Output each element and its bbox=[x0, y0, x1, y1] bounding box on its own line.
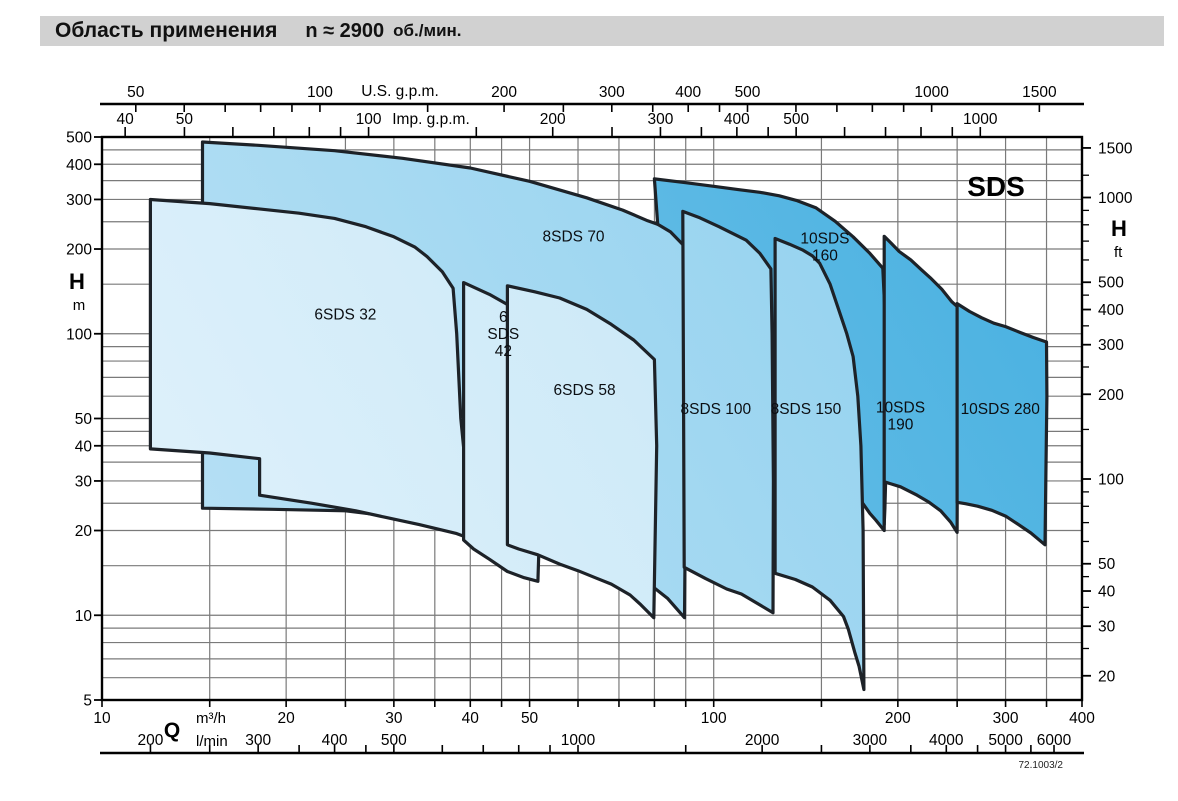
h-m-tick-label: 50 bbox=[75, 411, 93, 428]
region-8sds-150 bbox=[773, 236, 866, 692]
title-bar: Область применения n ≈ 2900 об./мин. bbox=[40, 16, 1164, 46]
lmin-tick-label: 2000 bbox=[745, 732, 780, 749]
region-label-10sds-160: 10SDS 160 bbox=[800, 231, 849, 265]
q-m3h-tick-label: 400 bbox=[1069, 710, 1095, 727]
q-m3h-tick-label: 20 bbox=[278, 710, 296, 727]
h-m-tick-label: 100 bbox=[66, 326, 92, 343]
q-m3h-unit-label: m³/h bbox=[196, 710, 226, 727]
h-m-tick-label: 300 bbox=[66, 192, 92, 209]
footer-code: 72.1003/2 bbox=[1019, 760, 1064, 771]
h-ft-tick-label: 300 bbox=[1098, 337, 1124, 354]
region-6sds-58 bbox=[505, 284, 659, 620]
h-ft-tick-label: 30 bbox=[1098, 619, 1116, 636]
page-title: Область применения bbox=[55, 19, 278, 42]
us-gpm-tick-label: 100 bbox=[307, 84, 333, 101]
region-10sds-280 bbox=[955, 302, 1049, 547]
us-gpm-unit-label: U.S. g.p.m. bbox=[361, 83, 439, 100]
lmin-tick-label: 500 bbox=[381, 732, 407, 749]
h-ft-tick-label: 400 bbox=[1098, 302, 1124, 319]
region-10sds-190 bbox=[882, 234, 960, 534]
us-gpm-tick-label: 1500 bbox=[1022, 84, 1057, 101]
us-gpm-tick-label: 500 bbox=[735, 84, 761, 101]
region-label-8sds-100: 8SDS 100 bbox=[680, 401, 751, 418]
lmin-tick-label: 6000 bbox=[1037, 732, 1072, 749]
lmin-tick-label: 400 bbox=[322, 732, 348, 749]
series-mark: SDS bbox=[967, 171, 1025, 202]
us-gpm-tick-label: 1000 bbox=[914, 84, 949, 101]
region-8sds-100 bbox=[681, 209, 775, 615]
h-ft-tick-label: 200 bbox=[1098, 387, 1124, 404]
imp-gpm-tick-label: 1000 bbox=[963, 111, 998, 128]
h-ft-tick-label: 50 bbox=[1098, 556, 1116, 573]
h-m-tick-label: 20 bbox=[75, 523, 93, 540]
q-m3h-tick-label: 50 bbox=[521, 710, 539, 727]
region-label-10sds-280: 10SDS 280 bbox=[961, 401, 1041, 418]
q-axis-title: Q bbox=[164, 719, 180, 742]
imp-gpm-tick-label: 40 bbox=[117, 111, 135, 128]
imp-gpm-tick-label: 50 bbox=[176, 111, 194, 128]
region-label-10sds-190: 10SDS 190 bbox=[876, 400, 925, 434]
region-label-6sds-32: 6SDS 32 bbox=[314, 307, 376, 324]
imp-gpm-tick-label: 200 bbox=[540, 111, 566, 128]
h-m-tick-label: 200 bbox=[66, 242, 92, 259]
lmin-tick-label: 5000 bbox=[988, 732, 1023, 749]
h-m-tick-label: 500 bbox=[66, 130, 92, 147]
h-ft-tick-label: 40 bbox=[1098, 584, 1116, 601]
q-m3h-tick-label: 200 bbox=[885, 710, 911, 727]
h-m-tick-label: 30 bbox=[75, 473, 93, 490]
us-gpm-tick-label: 50 bbox=[127, 84, 145, 101]
q-m3h-tick-label: 30 bbox=[385, 710, 403, 727]
lmin-tick-label: 4000 bbox=[929, 732, 964, 749]
h-ft-tick-label: 20 bbox=[1098, 668, 1116, 685]
us-gpm-tick-label: 300 bbox=[599, 84, 625, 101]
imp-gpm-tick-label: 100 bbox=[356, 111, 382, 128]
speed-value: n ≈ 2900 bbox=[305, 19, 385, 42]
lmin-tick-label: 200 bbox=[137, 732, 163, 749]
q-lmin-unit-label: l/min bbox=[196, 733, 228, 750]
us-gpm-tick-label: 400 bbox=[675, 84, 701, 101]
imp-gpm-tick-label: 300 bbox=[648, 111, 674, 128]
h-m-tick-label: 5 bbox=[83, 693, 92, 710]
speed-units: об./мин. bbox=[393, 21, 462, 40]
q-m3h-tick-label: 10 bbox=[93, 710, 111, 727]
h-m-axis-title: H bbox=[69, 269, 85, 294]
lmin-tick-label: 1000 bbox=[561, 732, 596, 749]
imp-gpm-tick-label: 400 bbox=[724, 111, 750, 128]
q-m3h-tick-label: 100 bbox=[701, 710, 727, 727]
region-label-8sds-70: 8SDS 70 bbox=[543, 228, 605, 245]
h-ft-tick-label: 1500 bbox=[1098, 140, 1133, 157]
h-m-tick-label: 400 bbox=[66, 157, 92, 174]
h-m-tick-label: 10 bbox=[75, 608, 93, 625]
h-ft-axis-title: H bbox=[1111, 216, 1127, 241]
region-6sds-32 bbox=[148, 197, 485, 545]
imp-gpm-unit-label: Imp. g.p.m. bbox=[392, 111, 470, 128]
h-ft-tick-label: 1000 bbox=[1098, 190, 1133, 207]
q-m3h-tick-label: 40 bbox=[462, 710, 480, 727]
h-m-axis-unit: m bbox=[73, 297, 86, 314]
application-range-chart: 8SDS 70 6SDS 32 6 SDS 42 6SDS 58 10SDS 160 8SDS … bbox=[66, 83, 1133, 771]
h-ft-tick-label: 500 bbox=[1098, 275, 1124, 292]
lmin-tick-label: 300 bbox=[245, 732, 271, 749]
chart-container: 8SDS 70 6SDS 32 6 SDS 42 6SDS 58 10SDS 160 8SDS … bbox=[0, 46, 1178, 796]
lmin-tick-label: 3000 bbox=[853, 732, 888, 749]
region-label-6sds-58: 6SDS 58 bbox=[554, 382, 616, 399]
region-label-6sds-42: 6 SDS 42 bbox=[487, 309, 519, 360]
h-m-tick-label: 40 bbox=[75, 438, 93, 455]
h-ft-tick-label: 100 bbox=[1098, 472, 1124, 489]
h-ft-axis-unit: ft bbox=[1114, 244, 1123, 261]
imp-gpm-tick-label: 500 bbox=[783, 111, 809, 128]
q-m3h-tick-label: 300 bbox=[993, 710, 1019, 727]
us-gpm-tick-label: 200 bbox=[491, 84, 517, 101]
region-label-8sds-150: 8SDS 150 bbox=[771, 401, 842, 418]
